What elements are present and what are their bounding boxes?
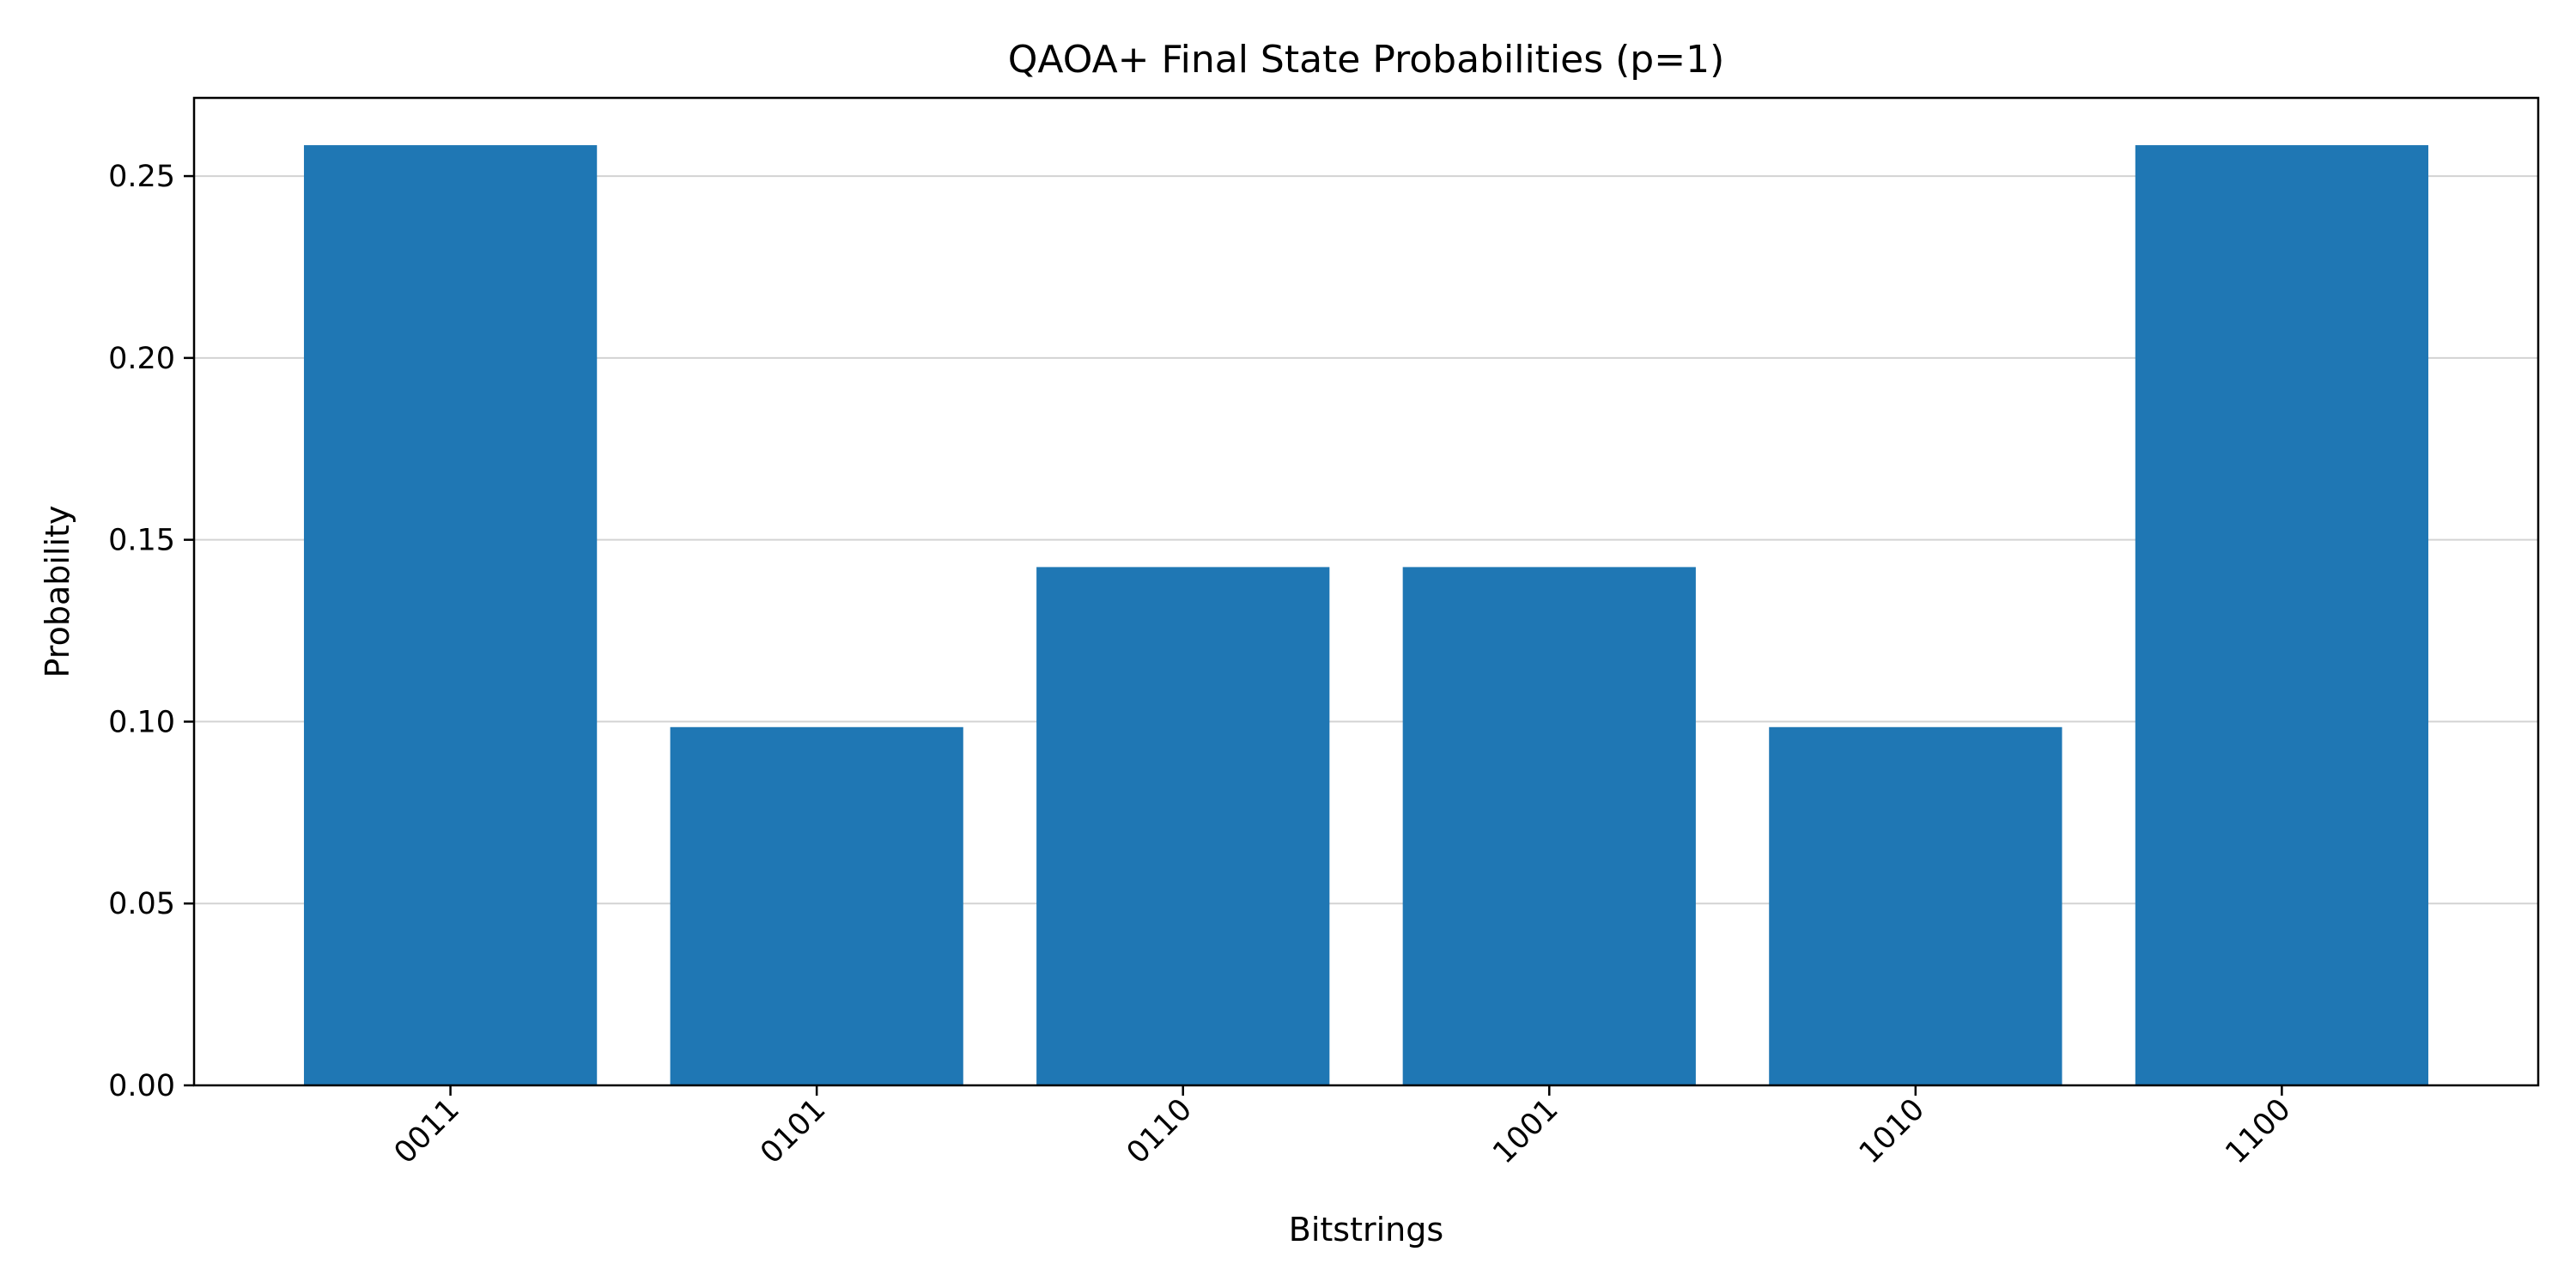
- y-axis-ticks: 0.00 0.05 0.10 0.15 0.20 0.25: [108, 160, 194, 1103]
- y-tick-label: 0.20: [108, 342, 175, 376]
- bar-0110: [1036, 567, 1330, 1085]
- bar-1100: [2135, 145, 2429, 1085]
- bars: [303, 145, 2429, 1085]
- bar-0101: [670, 726, 963, 1085]
- y-tick-label: 0.25: [108, 160, 175, 194]
- bar-1010: [1769, 726, 2063, 1085]
- plot-frame: [192, 96, 2540, 1087]
- bar-0011: [303, 145, 598, 1085]
- x-axis-label: Bitstrings: [1289, 1211, 1443, 1249]
- y-axis-label: Probability: [39, 506, 76, 678]
- y-tick-label: 0.10: [108, 705, 175, 739]
- bar-1001: [1402, 567, 1696, 1085]
- y-tick-label: 0.15: [108, 524, 175, 558]
- y-tick-label: 0.00: [108, 1069, 175, 1103]
- y-tick-label: 0.05: [108, 887, 175, 921]
- chart-title: QAOA+ Final State Probabilities (p=1): [1008, 38, 1725, 82]
